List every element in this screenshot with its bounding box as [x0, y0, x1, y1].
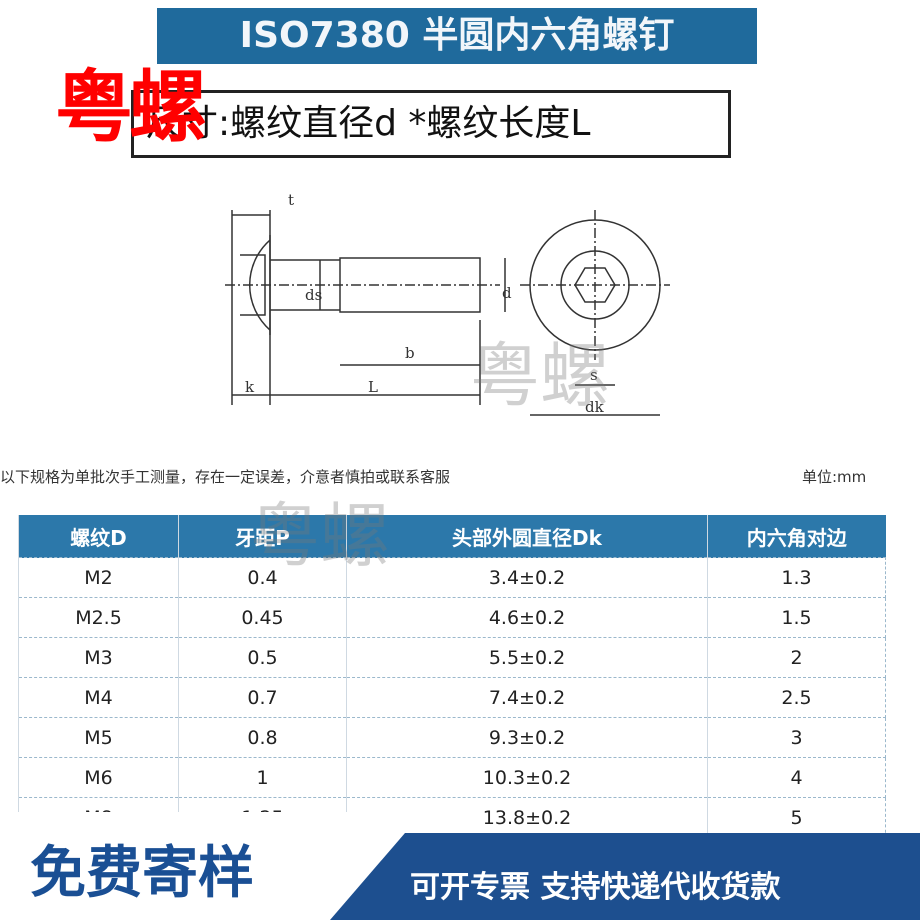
table-cell: 3	[707, 717, 886, 758]
table-cell: 0.5	[178, 637, 347, 678]
table-cell: 4	[707, 757, 886, 798]
table-cell: 9.3±0.2	[346, 717, 708, 758]
table-cell: M2	[18, 557, 179, 598]
table-cell: 1.5	[707, 597, 886, 638]
watermark-brand: 粤螺	[470, 335, 610, 417]
table-row: M6 1 10.3±0.2 4	[18, 757, 886, 798]
col-header: 螺纹D	[18, 515, 179, 558]
label-ds: ds	[305, 286, 322, 304]
table-cell: M3	[18, 637, 179, 678]
table-cell: M2.5	[18, 597, 179, 638]
label-t: t	[288, 191, 294, 209]
unit-label: 单位:mm	[802, 468, 867, 486]
table-cell: M4	[18, 677, 179, 718]
service-text: 可开专票 支持快递代收货款	[410, 870, 781, 905]
table-cell: 0.4	[178, 557, 347, 598]
table-row: M5 0.8 9.3±0.2 3	[18, 717, 886, 758]
table-cell: 1.3	[707, 557, 886, 598]
table-cell: 3.4±0.2	[346, 557, 708, 598]
title-banner: ISO7380 半圆内六角螺钉	[157, 8, 757, 64]
measurement-note: 以下规格为单批次手工测量，存在一定误差，介意者慎拍或联系客服	[0, 468, 451, 486]
screw-drawing: t ds d b k L s dk	[225, 191, 670, 416]
table-cell: 5.5±0.2	[346, 637, 708, 678]
table-row: M3 0.5 5.5±0.2 2	[18, 637, 886, 678]
col-header: 头部外圆直径Dk	[346, 515, 708, 558]
table-cell: 1	[178, 757, 347, 798]
table-cell: 0.45	[178, 597, 347, 638]
label-d: d	[502, 284, 512, 302]
free-sample-text: 免费寄样	[30, 841, 254, 906]
table-row: M4 0.7 7.4±0.2 2.5	[18, 677, 886, 718]
table-cell: 2	[707, 637, 886, 678]
table-cell: 7.4±0.2	[346, 677, 708, 718]
label-s: s	[590, 366, 598, 384]
label-k: k	[245, 378, 255, 396]
label-L: L	[368, 378, 378, 396]
label-b: b	[405, 344, 415, 362]
table-cell: 2.5	[707, 677, 886, 718]
table-cell: 10.3±0.2	[346, 757, 708, 798]
col-header: 内六角对边	[707, 515, 886, 558]
table-cell: 4.6±0.2	[346, 597, 708, 638]
table-row: M2.5 0.45 4.6±0.2 1.5	[18, 597, 886, 638]
table-cell: M6	[18, 757, 179, 798]
table-row: M2 0.4 3.4±0.2 1.3	[18, 557, 886, 598]
table-cell: 5	[707, 797, 886, 838]
col-header: 牙距P	[178, 515, 347, 558]
table-cell: 0.7	[178, 677, 347, 718]
footer-banner	[330, 833, 920, 920]
table-cell: M5	[18, 717, 179, 758]
label-dk: dk	[585, 398, 605, 416]
table-cell: 0.8	[178, 717, 347, 758]
watermark-brand: 粤螺	[250, 495, 390, 577]
brand-watermark: 粤螺	[55, 63, 207, 153]
size-label-box: 尺寸:螺纹直径d *螺纹长度L	[131, 90, 731, 158]
spec-table: 螺纹D 牙距P 头部外圆直径Dk 内六角对边 M2 0.4 3.4±0.2 1.3 M2…	[18, 515, 886, 838]
footer-left	[0, 812, 410, 920]
